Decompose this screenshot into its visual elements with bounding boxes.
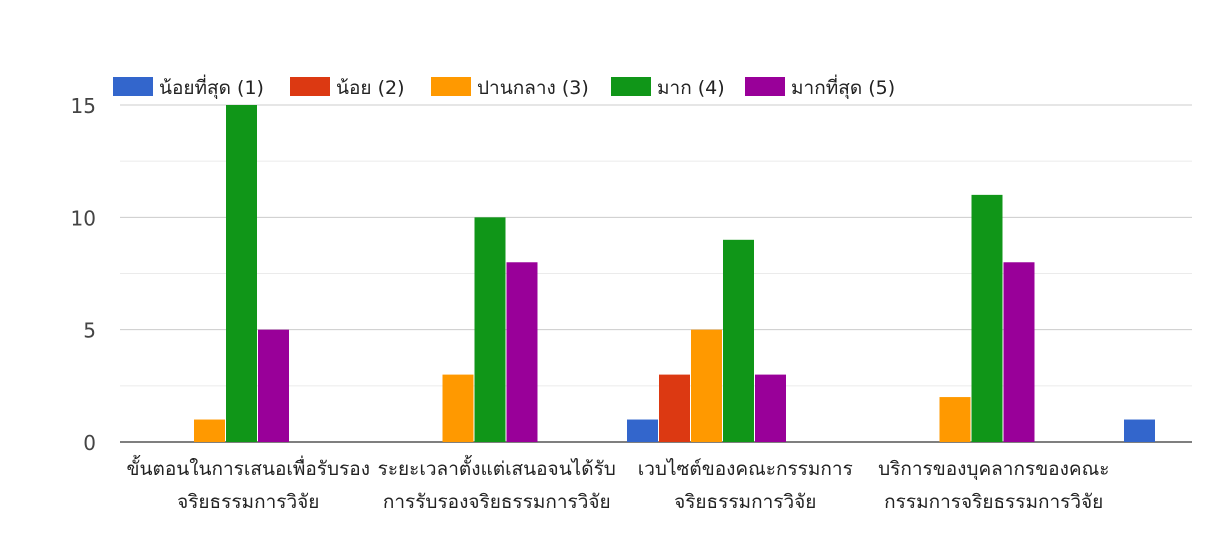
y-tick-label: 5 bbox=[83, 319, 96, 343]
legend-swatch bbox=[611, 77, 651, 96]
legend-label: มาก (4) bbox=[657, 77, 725, 99]
bar bbox=[442, 374, 474, 442]
y-tick-label: 15 bbox=[71, 94, 96, 118]
legend-item: มาก (4) bbox=[611, 77, 725, 99]
bar bbox=[971, 194, 1003, 442]
legend-swatch bbox=[290, 77, 330, 96]
legend-item: น้อยที่สุด (1) bbox=[113, 74, 264, 100]
bar bbox=[723, 239, 754, 442]
x-label-group: ขั้นตอนในการเสนอเพื่อรับรองจริยธรรมการวิ… bbox=[127, 455, 1110, 513]
bar bbox=[226, 105, 257, 442]
bar bbox=[474, 217, 506, 442]
x-tick-label: จริยธรรมการวิจัย bbox=[177, 491, 319, 513]
x-tick-label: กรรมการจริยธรรมการวิจัย bbox=[884, 491, 1103, 513]
bar bbox=[627, 419, 658, 442]
x-tick-label: ขั้นตอนในการเสนอเพื่อรับรอง bbox=[127, 455, 370, 480]
bar bbox=[258, 329, 289, 442]
bar bbox=[691, 329, 722, 442]
legend-item: มากที่สุด (5) bbox=[745, 74, 895, 100]
x-tick-label: บริการของบุคลากรของคณะ bbox=[878, 458, 1109, 481]
y-tick-label: 10 bbox=[71, 206, 96, 230]
x-tick-label: จริยธรรมการวิจัย bbox=[674, 491, 816, 513]
y-axis-ticks: 0 5 10 15 bbox=[71, 94, 96, 455]
legend-item: ปานกลาง (3) bbox=[431, 77, 589, 99]
x-tick-label: ระยะเวลาตั้งแต่เสนอจนได้รับ bbox=[378, 455, 616, 480]
legend-label: น้อยที่สุด (1) bbox=[159, 74, 264, 100]
bar bbox=[939, 397, 971, 442]
legend-label: มากที่สุด (5) bbox=[791, 74, 895, 100]
bar bbox=[506, 262, 538, 442]
bars bbox=[194, 105, 1155, 442]
legend-label: น้อย (2) bbox=[336, 77, 405, 99]
bar bbox=[1124, 419, 1155, 442]
bar bbox=[755, 374, 786, 442]
bar bbox=[659, 374, 690, 442]
legend-swatch bbox=[431, 77, 471, 96]
legend-swatch bbox=[113, 77, 153, 96]
x-tick-label: การรับรองจริยธรรมการวิจัย bbox=[383, 491, 611, 513]
y-tick-label: 0 bbox=[83, 431, 96, 455]
x-tick-label: เวบไซต์ของคณะกรรมการ bbox=[638, 458, 853, 480]
bar bbox=[1003, 262, 1035, 442]
legend-swatch bbox=[745, 77, 785, 96]
legend-item: น้อย (2) bbox=[290, 77, 405, 99]
bar bbox=[194, 419, 225, 442]
bar-group bbox=[194, 105, 1155, 442]
x-axis-labels: ขั้นตอนในการเสนอเพื่อรับรองจริยธรรมการวิ… bbox=[127, 455, 1110, 513]
legend-label: ปานกลาง (3) bbox=[477, 77, 589, 99]
legend: น้อยที่สุด (1) น้อย (2) ปานกลาง (3) มาก (4)… bbox=[113, 74, 895, 100]
gridlines bbox=[120, 104, 1192, 443]
